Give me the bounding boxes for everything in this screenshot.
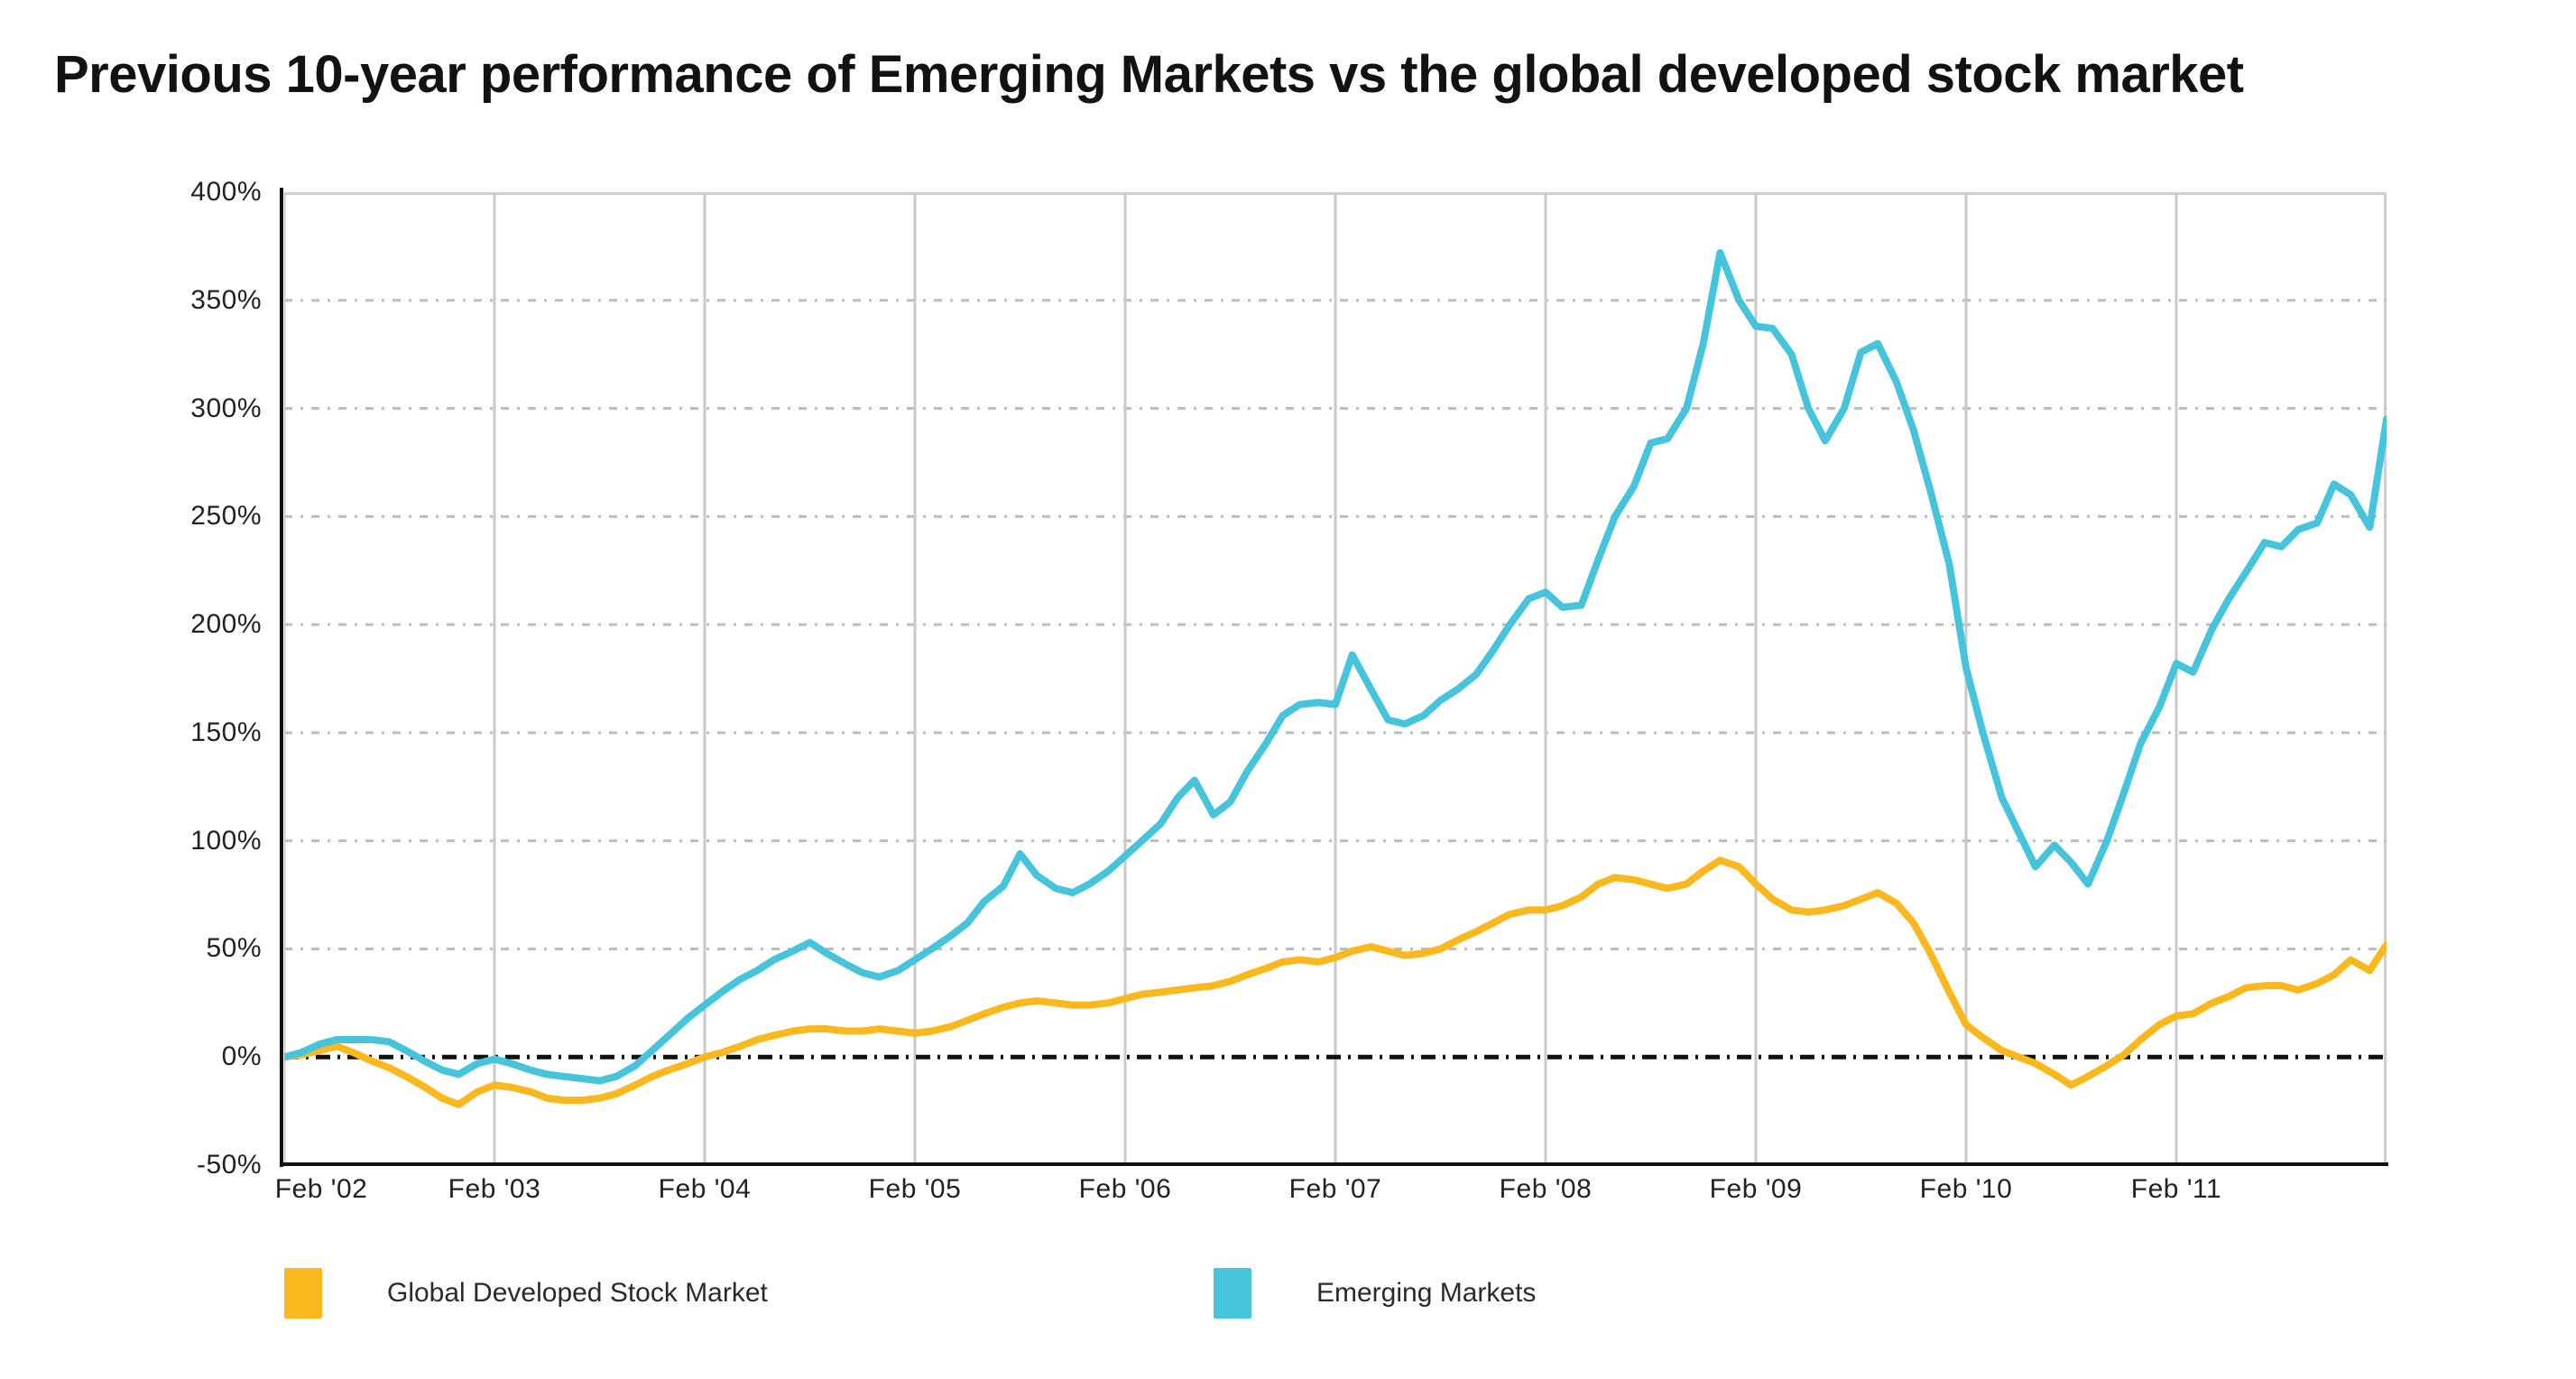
- y-axis-line: [280, 188, 283, 1167]
- legend-swatch-global-developed: [284, 1268, 322, 1319]
- legend-item[interactable]: Emerging Markets: [1214, 1262, 1536, 1325]
- x-axis-tick-label: Feb '05: [868, 1174, 962, 1204]
- series-line-emerging-markets: [284, 249, 2387, 1085]
- legend-item-label: Emerging Markets: [1316, 1278, 1537, 1308]
- y-axis-tick-label: 150%: [190, 717, 262, 747]
- x-axis-tick-label: Feb '09: [1709, 1174, 1803, 1204]
- x-axis-tick-label: Feb '03: [448, 1174, 541, 1204]
- plot-area: [284, 192, 2387, 1165]
- page-title: Previous 10-year performance of Emerging…: [54, 45, 2244, 104]
- legend-swatch-emerging-markets: [1214, 1268, 1251, 1319]
- y-axis-tick-label: 400%: [190, 177, 262, 207]
- x-axis-line: [280, 1162, 2388, 1166]
- y-axis-tick-label: 200%: [190, 609, 262, 640]
- x-axis-tick-label: Feb '04: [658, 1174, 752, 1204]
- x-axis-tick-label: Feb '11: [2130, 1174, 2222, 1204]
- series-line-global-developed-stock-market: [284, 856, 2387, 1108]
- y-axis-tick-label: -50%: [196, 1150, 262, 1180]
- x-axis-tick-label: Feb '06: [1078, 1174, 1172, 1204]
- x-axis-tick-label: Feb '08: [1499, 1174, 1593, 1204]
- y-axis-tick-label: 350%: [190, 284, 262, 315]
- x-axis-tick-labels: Feb '02 Feb '03 Feb '04 Feb '05 Feb '06 Feb '…: [0, 1173, 2576, 1227]
- legend-item[interactable]: Global Developed Stock Market: [284, 1262, 768, 1325]
- y-axis-tick-label: 250%: [190, 501, 262, 532]
- y-axis-tick-label: 300%: [190, 393, 262, 423]
- y-axis-tick-labels: 400% 350% 300% 250% 200% 150% 100% 50% 0% -50%: [99, 0, 262, 1236]
- legend-item-label: Global Developed Stock Market: [387, 1278, 768, 1308]
- plot-svg: [284, 192, 2387, 1165]
- x-axis-tick-label: Feb '10: [1919, 1174, 2013, 1204]
- x-axis-tick-label: Feb '02: [274, 1174, 368, 1204]
- y-axis-tick-label: 100%: [190, 825, 262, 856]
- y-axis-tick-label: 0%: [221, 1041, 262, 1072]
- x-axis-tick-label: Feb '07: [1288, 1174, 1382, 1204]
- chart-container: 400% 350% 300% 250% 200% 150% 100% 50% 0% -50% Fe…: [0, 0, 2576, 1236]
- chart-legend: Global Developed Stock Market Emerging Ma…: [0, 1262, 2576, 1334]
- y-axis-tick-label: 50%: [206, 933, 262, 964]
